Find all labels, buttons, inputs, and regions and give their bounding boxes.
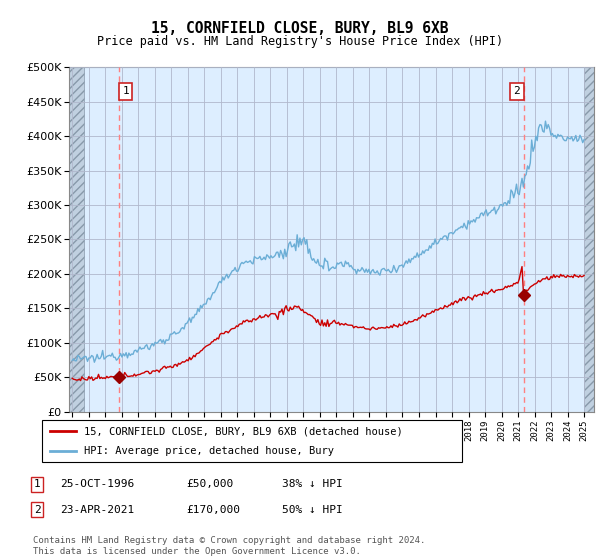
- Text: 15, CORNFIELD CLOSE, BURY, BL9 6XB: 15, CORNFIELD CLOSE, BURY, BL9 6XB: [151, 21, 449, 36]
- Text: 15, CORNFIELD CLOSE, BURY, BL9 6XB (detached house): 15, CORNFIELD CLOSE, BURY, BL9 6XB (deta…: [84, 426, 403, 436]
- Text: 23-APR-2021: 23-APR-2021: [60, 505, 134, 515]
- Text: 2: 2: [34, 505, 41, 515]
- Text: 2: 2: [514, 86, 520, 96]
- Text: £50,000: £50,000: [186, 479, 233, 489]
- Text: Contains HM Land Registry data © Crown copyright and database right 2024.
This d: Contains HM Land Registry data © Crown c…: [33, 536, 425, 556]
- Text: 38% ↓ HPI: 38% ↓ HPI: [282, 479, 343, 489]
- Text: 1: 1: [122, 86, 129, 96]
- Text: £170,000: £170,000: [186, 505, 240, 515]
- Text: 25-OCT-1996: 25-OCT-1996: [60, 479, 134, 489]
- Text: HPI: Average price, detached house, Bury: HPI: Average price, detached house, Bury: [84, 446, 334, 456]
- Text: Price paid vs. HM Land Registry's House Price Index (HPI): Price paid vs. HM Land Registry's House …: [97, 35, 503, 48]
- Text: 1: 1: [34, 479, 41, 489]
- Text: 50% ↓ HPI: 50% ↓ HPI: [282, 505, 343, 515]
